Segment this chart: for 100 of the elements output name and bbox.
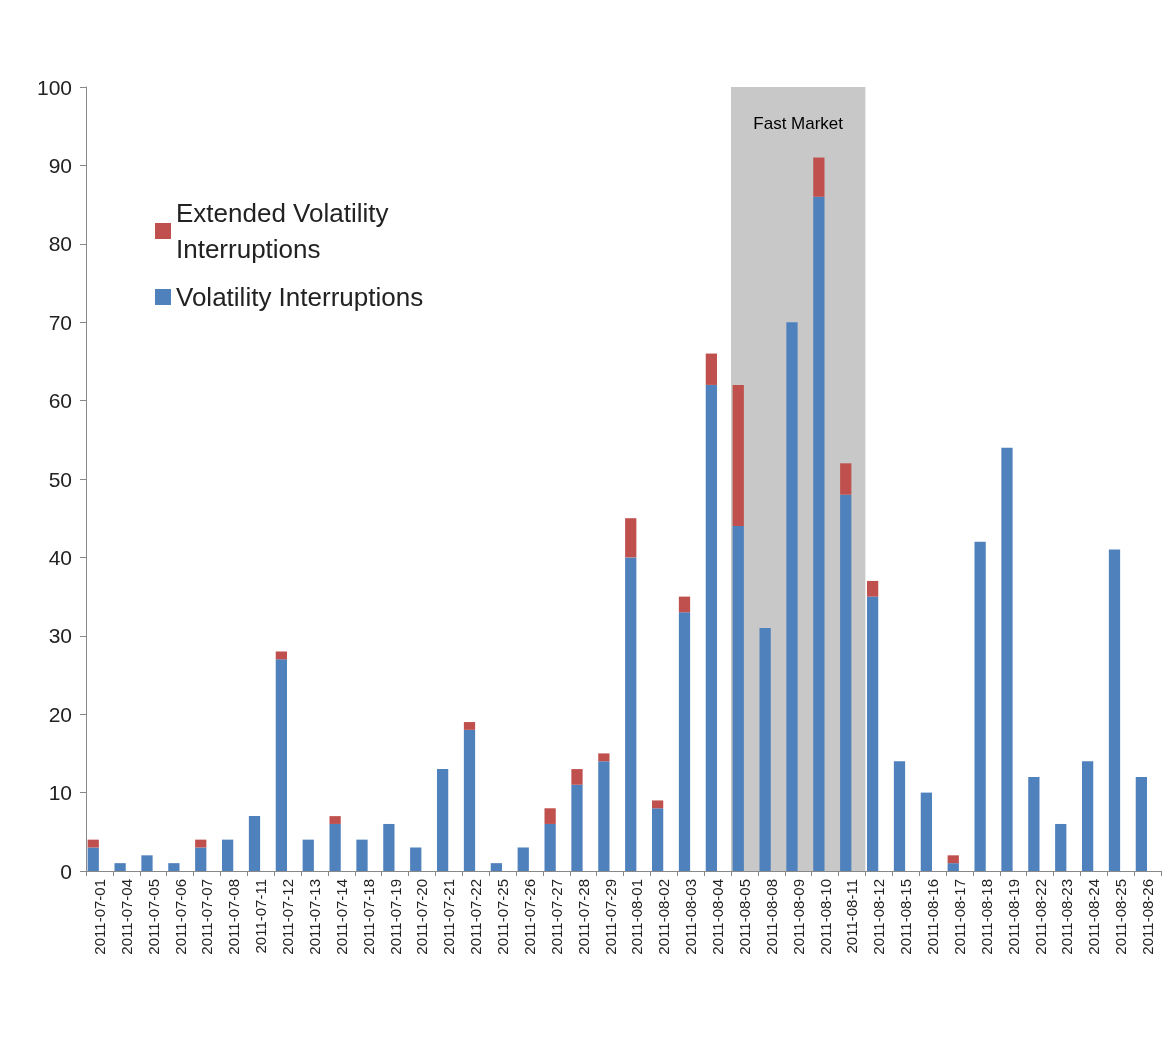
bar bbox=[866, 596, 879, 871]
bar bbox=[571, 784, 583, 871]
bar bbox=[598, 761, 610, 871]
bar bbox=[947, 863, 959, 871]
bar bbox=[705, 353, 717, 385]
bar bbox=[383, 823, 395, 871]
bar bbox=[141, 855, 153, 871]
x-tick-label: 2011-07-12 bbox=[279, 879, 297, 955]
bar bbox=[1108, 549, 1121, 871]
bar bbox=[974, 541, 986, 871]
x-tick-label: 2011-07-18 bbox=[359, 879, 377, 955]
bar bbox=[732, 526, 744, 871]
y-tick-label: 70 bbox=[48, 310, 72, 334]
bar bbox=[625, 557, 637, 871]
legend-label: Volatility Interruptions bbox=[176, 282, 424, 312]
x-tick-label: 2011-08-10 bbox=[816, 879, 834, 955]
x-tick-label: 2011-07-27 bbox=[547, 879, 565, 955]
bar bbox=[490, 863, 502, 871]
x-tick-label: 2011-08-22 bbox=[1031, 879, 1049, 955]
bar bbox=[168, 863, 180, 871]
y-tick-label: 10 bbox=[48, 781, 72, 805]
bar bbox=[356, 839, 368, 871]
x-tick-label: 2011-08-11 bbox=[843, 879, 861, 954]
bar bbox=[840, 494, 852, 871]
x-tick-label: 2011-07-07 bbox=[198, 879, 216, 955]
x-tick-label: 2011-08-04 bbox=[709, 879, 727, 955]
bar bbox=[786, 322, 798, 871]
x-tick-label: 2011-08-25 bbox=[1112, 879, 1130, 955]
bar bbox=[275, 651, 287, 660]
bar bbox=[275, 659, 287, 871]
y-tick-label: 60 bbox=[48, 389, 72, 413]
x-tick-label: 2011-08-03 bbox=[682, 879, 700, 955]
bar bbox=[732, 384, 744, 527]
x-tick-label: 2011-07-13 bbox=[305, 879, 323, 955]
x-tick-label: 2011-07-01 bbox=[90, 879, 108, 955]
bar bbox=[1055, 823, 1067, 871]
bar bbox=[813, 157, 825, 197]
bar bbox=[678, 612, 691, 871]
x-tick-label: 2011-08-02 bbox=[655, 879, 673, 955]
bar bbox=[544, 823, 556, 871]
bar bbox=[813, 196, 825, 871]
x-tick-label: 2011-07-25 bbox=[494, 879, 512, 955]
bar bbox=[329, 816, 341, 824]
bar bbox=[436, 769, 449, 871]
x-tick-label: 2011-07-05 bbox=[144, 879, 162, 955]
y-tick-label: 30 bbox=[48, 624, 72, 648]
y-tick-label: 90 bbox=[48, 153, 72, 177]
x-tick-label: 2011-07-11 bbox=[252, 879, 270, 954]
bar bbox=[947, 855, 959, 864]
x-tick-label: 2011-07-26 bbox=[520, 879, 538, 955]
y-tick-label: 80 bbox=[48, 232, 72, 256]
y-tick-label: 40 bbox=[48, 545, 72, 569]
band-label: Fast Market bbox=[753, 114, 844, 133]
x-tick-label: 2011-08-16 bbox=[924, 879, 942, 955]
x-tick-label: 2011-07-29 bbox=[601, 879, 619, 955]
x-tick-label: 2011-08-23 bbox=[1058, 879, 1076, 955]
bar bbox=[651, 808, 664, 871]
bar bbox=[651, 800, 664, 809]
bar bbox=[195, 847, 207, 871]
bar bbox=[625, 518, 637, 558]
bar bbox=[329, 823, 341, 871]
x-tick-label: 2011-07-14 bbox=[332, 879, 350, 955]
bar bbox=[598, 753, 610, 762]
x-tick-label: 2011-08-12 bbox=[870, 879, 888, 955]
bar bbox=[544, 808, 556, 824]
bar bbox=[840, 463, 852, 495]
x-tick-label: 2011-07-08 bbox=[225, 879, 243, 955]
x-tick-label: 2011-08-01 bbox=[628, 879, 646, 955]
y-tick-label: 100 bbox=[36, 75, 72, 99]
bar bbox=[866, 580, 879, 597]
bar bbox=[920, 792, 932, 871]
x-tick-label: 2011-08-17 bbox=[950, 879, 968, 955]
x-tick-label: 2011-07-06 bbox=[171, 879, 189, 955]
x-tick-label: 2011-08-09 bbox=[789, 879, 807, 955]
bar bbox=[114, 863, 126, 871]
x-tick-label: 2011-08-26 bbox=[1139, 879, 1157, 955]
bar bbox=[678, 596, 691, 613]
bar bbox=[705, 384, 717, 871]
bar bbox=[517, 847, 529, 871]
x-tick-label: 2011-08-05 bbox=[735, 879, 753, 955]
bar bbox=[248, 816, 261, 871]
bar bbox=[1135, 776, 1147, 871]
x-tick-label: 2011-08-18 bbox=[977, 879, 995, 955]
y-tick-label: 50 bbox=[48, 467, 72, 491]
y-tick-label: 0 bbox=[60, 859, 72, 883]
bar bbox=[87, 847, 99, 871]
bar bbox=[302, 839, 314, 871]
x-tick-label: 2011-07-04 bbox=[117, 879, 135, 955]
x-tick-label: 2011-07-21 bbox=[440, 879, 458, 955]
bar bbox=[1028, 776, 1040, 871]
x-tick-label: 2011-08-15 bbox=[897, 879, 915, 955]
x-tick-label: 2011-08-24 bbox=[1085, 879, 1103, 955]
x-tick-label: 2011-07-20 bbox=[413, 879, 431, 955]
y-tick-label: 20 bbox=[48, 702, 72, 726]
bar bbox=[221, 839, 234, 871]
bar bbox=[893, 761, 906, 871]
bar bbox=[1001, 447, 1013, 871]
x-tick-label: 2011-07-22 bbox=[467, 879, 485, 955]
legend-label: Extended Volatility Interruptions bbox=[176, 198, 396, 264]
bar bbox=[571, 769, 583, 785]
